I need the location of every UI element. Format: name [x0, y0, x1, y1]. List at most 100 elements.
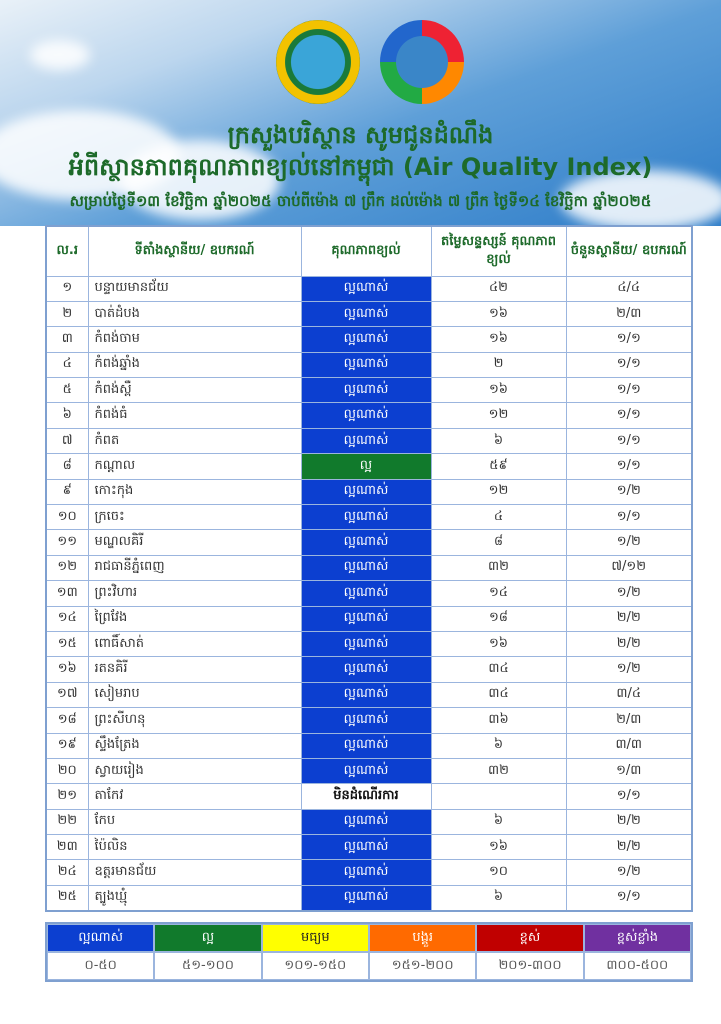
- aqi-value: ៣២: [430, 757, 567, 785]
- legend-level: ខ្ពស់ខ្លាំង: [583, 924, 691, 952]
- aqi-value: ៦: [430, 427, 567, 455]
- aqi-table: ល.រ ទីតាំងស្ថានីយ/ ឧបករណ៍ គុណភាពខ្យល់ តម…: [45, 225, 693, 912]
- location-name: ស្វាយរៀង: [87, 757, 302, 785]
- table-row: ១៩ ស្ទឹងត្រែង ល្អណាស់៦៣/៣: [45, 732, 693, 759]
- quality-cell: ល្អ: [300, 453, 432, 480]
- table-row: ១៨ ព្រះសីហនុ ល្អណាស់ ៣៦ ២/៣: [45, 707, 693, 734]
- row-number: ១៨: [45, 707, 89, 734]
- quality-cell: ល្អណាស់: [300, 300, 432, 328]
- quality-cell: ល្អណាស់: [300, 757, 432, 785]
- table-row: ៣កំពង់ចាម ល្អណាស់ ១៦ ១/១: [45, 326, 693, 353]
- row-number: ២០: [45, 757, 89, 785]
- row-number: ៤: [45, 351, 89, 379]
- aqi-value: ៣៤: [430, 681, 567, 709]
- row-number: ១៩: [45, 732, 89, 759]
- quality-cell: ល្អណាស់: [300, 630, 432, 658]
- row-number: ១៦: [45, 656, 89, 683]
- row-number: ៣: [45, 326, 89, 353]
- aqi-value: ១២: [430, 402, 567, 429]
- location-name: កោះកុង: [87, 478, 302, 506]
- row-number: ១០: [45, 504, 89, 531]
- station-count: ១/១: [565, 351, 693, 379]
- ministry-logo: [276, 20, 360, 104]
- subtitle: សម្រាប់ថ្ងៃទី១៣ ខែវិច្ឆិកា ឆ្នាំ២០២៥ ចាប…: [69, 192, 652, 210]
- aqi-value: ១៨: [430, 605, 567, 632]
- station-count: ១/១: [565, 884, 693, 912]
- quality-cell: ល្អណាស់: [300, 275, 432, 302]
- station-count: ២/២: [565, 834, 693, 861]
- legend-range: ១០១-១៥០: [261, 952, 369, 980]
- row-number: ៥: [45, 377, 89, 404]
- location-name: ព្រៃវែង: [87, 605, 302, 632]
- table-row: ៨កណ្ដាល ល្អ ៥៩ ១/១: [45, 453, 693, 480]
- quality-cell: ល្អណាស់: [300, 707, 432, 734]
- location-name: ស្ទឹងត្រែង: [87, 732, 302, 759]
- station-count: ១/១: [565, 504, 693, 531]
- station-count: ១/២: [565, 580, 693, 607]
- title-line1: ក្រសួងបរិស្ថាន សូមជូនដំណឹង: [227, 121, 494, 149]
- aqi-value: ៦: [430, 808, 567, 836]
- row-number: ២១: [45, 783, 89, 810]
- location-name: កំពត: [87, 427, 302, 455]
- aqi-value: ១៦: [430, 300, 567, 328]
- quality-cell: ល្អណាស់: [300, 681, 432, 709]
- location-name: កំពង់ចាម: [87, 326, 302, 353]
- legend-level: ខ្ពស់: [476, 924, 584, 952]
- legend-level: ល្អណាស់: [47, 924, 155, 952]
- legend-range: ៥១-១០០: [154, 952, 262, 980]
- aqi-value: ១២: [430, 478, 567, 506]
- row-number: ៩: [45, 478, 89, 506]
- legend-level: បង្គួរ: [369, 924, 477, 952]
- station-count: ១/២: [565, 656, 693, 683]
- table-row: ២៤ ឧត្តរមានជ័យ ល្អណាស់ ១០ ១/២: [45, 859, 693, 886]
- row-number: ១១: [45, 529, 89, 556]
- sky-banner: [0, 0, 721, 230]
- row-number: ១៧: [45, 681, 89, 709]
- station-count: ១/១: [565, 326, 693, 353]
- station-count: ២/៣: [565, 300, 693, 328]
- row-number: ១២: [45, 554, 89, 582]
- legend-level: ល្អ: [154, 924, 262, 952]
- aqi-value: ១៦: [430, 377, 567, 404]
- aqi-value: ១៦: [430, 326, 567, 353]
- quality-cell: ល្អណាស់: [300, 834, 432, 861]
- station-count: ១/២: [565, 478, 693, 506]
- location-name: កណ្ដាល: [87, 453, 302, 480]
- table-row: ៩កោះកុង ល្អណាស់ ១២ ១/២: [45, 478, 693, 506]
- quality-cell: ល្អណាស់: [300, 732, 432, 759]
- table-row: ២៣ ប៉ៃលិន ល្អណាស់ ១៦ ២/២: [45, 834, 693, 861]
- col-quality: គុណភាពខ្យល់: [300, 225, 432, 277]
- aqi-value: [430, 783, 567, 810]
- station-count: ២/២: [565, 630, 693, 658]
- quality-cell: ល្អណាស់: [300, 580, 432, 607]
- location-name: កំពង់ឆ្នាំង: [87, 351, 302, 379]
- aqi-value: ៥៩: [430, 453, 567, 480]
- aqi-value: ៣៦: [430, 707, 567, 734]
- table-row: ១៣ ព្រះវិហារ ល្អណាស់ ១៤ ១/២: [45, 580, 693, 607]
- row-number: ៧: [45, 427, 89, 455]
- location-name: ក្រចេះ: [87, 504, 302, 531]
- row-number: ៨: [45, 453, 89, 480]
- aqi-value: ៤២: [430, 275, 567, 302]
- table-row: ១៤ ព្រៃវែង ល្អណាស់ ១៨ ២/២: [45, 605, 693, 632]
- legend-range: ៣០០-៥០០: [583, 952, 691, 980]
- table-row: ៤កំពង់ឆ្នាំង ល្អណាស់២១/១: [45, 351, 693, 379]
- row-number: ២២: [45, 808, 89, 836]
- col-stations: ចំនួនស្ថានីយ/ ឧបករណ៍: [565, 225, 693, 277]
- title-line2: អំពីស្ថានភាពគុណភាពខ្យល់នៅកម្ពុជា (Air Qu…: [68, 153, 653, 181]
- location-name: បាត់ដំបង: [87, 300, 302, 328]
- station-count: ២/២: [565, 808, 693, 836]
- table-row: ១៥ ពោធិ៍សាត់ ល្អណាស់ ១៦ ២/២: [45, 630, 693, 658]
- aqi-value: ៤: [430, 504, 567, 531]
- row-number: ១: [45, 275, 89, 302]
- location-name: កំពង់ស្ពឺ: [87, 377, 302, 404]
- table-row: ១២ រាជធានីភ្នំពេញ ល្អណាស់ ៣២ ៧/១២: [45, 554, 693, 582]
- row-number: ១៤: [45, 605, 89, 632]
- row-number: ២: [45, 300, 89, 328]
- station-count: ១/២: [565, 529, 693, 556]
- table-row: ២៥ ត្បូងឃ្មុំ ល្អណាស់៦១/១: [45, 884, 693, 912]
- environment-logo: [380, 20, 464, 104]
- station-count: ១/១: [565, 377, 693, 404]
- station-count: ៧/១២: [565, 554, 693, 582]
- table-row: ១០ ក្រចេះ ល្អណាស់៤១/១: [45, 504, 693, 531]
